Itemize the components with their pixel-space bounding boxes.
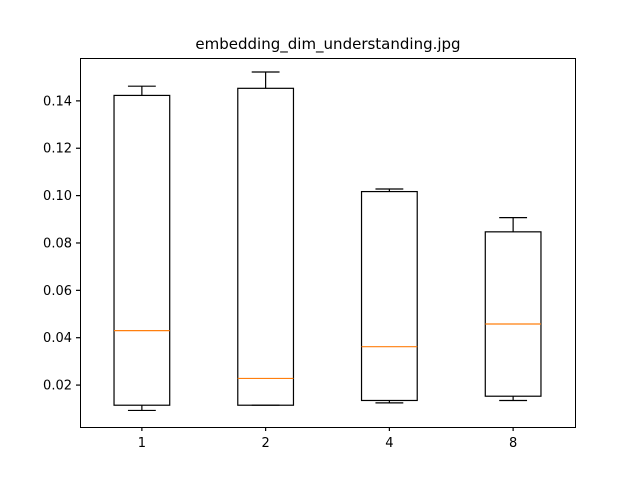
y-tick-label: 0.14	[43, 94, 72, 109]
axes-frame	[80, 58, 576, 428]
box	[360, 190, 418, 402]
box	[484, 231, 542, 397]
x-tick-label: 1	[138, 436, 146, 451]
y-tick-label: 0.08	[43, 236, 72, 251]
chart-title: embedding_dim_understanding.jpg	[195, 35, 460, 54]
y-tick-label: 0.04	[43, 331, 72, 346]
x-tick-label: 8	[509, 436, 517, 451]
y-tick-label: 0.12	[43, 142, 72, 157]
box	[113, 94, 171, 406]
y-tick-label: 0.02	[43, 379, 72, 394]
x-tick-label: 2	[261, 436, 269, 451]
y-tick-label: 0.10	[43, 189, 72, 204]
x-tick-label: 4	[385, 436, 393, 451]
box	[237, 87, 295, 406]
y-tick-label: 0.06	[43, 284, 72, 299]
